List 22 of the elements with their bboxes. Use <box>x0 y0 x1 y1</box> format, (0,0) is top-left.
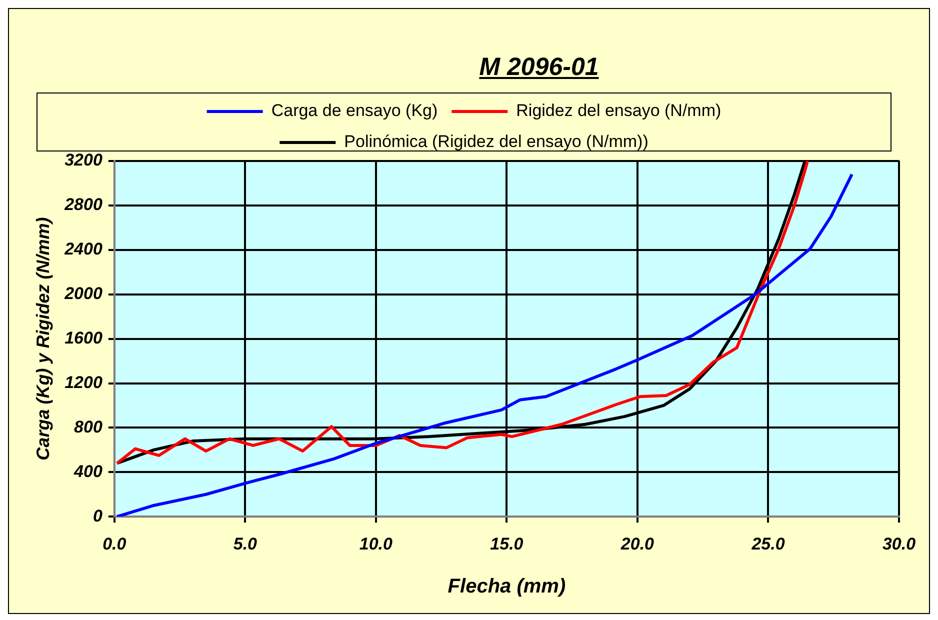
y-axis-title: Carga (Kg) y Rigidez (N/mm) <box>32 217 53 460</box>
y-tick-label: 2400 <box>64 240 103 259</box>
x-axis-title: Flecha (mm) <box>448 576 566 598</box>
legend-label: Carga de ensayo (Kg) <box>271 101 438 120</box>
legend-label: Polinómica (Rigidez del ensayo (N/mm)) <box>344 132 648 152</box>
y-tick-label: 2800 <box>64 195 103 214</box>
x-tick-label: 0.0 <box>102 534 127 554</box>
x-tick-label: 10.0 <box>359 534 394 554</box>
y-tick-label: 0 <box>92 506 103 526</box>
chart-title: M 2096-01 <box>478 53 600 82</box>
x-tick-label: 20.0 <box>620 534 655 554</box>
x-tick-label: 30.0 <box>882 534 916 554</box>
x-tick-label: 5.0 <box>233 534 258 554</box>
y-tick-label: 1200 <box>64 372 103 392</box>
y-tick-label: 2000 <box>64 284 103 304</box>
y-tick-label: 1600 <box>64 328 103 348</box>
x-tick-label: 15.0 <box>490 534 524 554</box>
legend-label: Rigidez del ensayo (N/mm) <box>516 101 722 120</box>
y-tick-label: 800 <box>74 417 103 436</box>
y-tick-label: 400 <box>73 462 103 481</box>
x-tick-label: 25.0 <box>750 534 786 554</box>
y-tick-label: 3200 <box>64 150 103 170</box>
